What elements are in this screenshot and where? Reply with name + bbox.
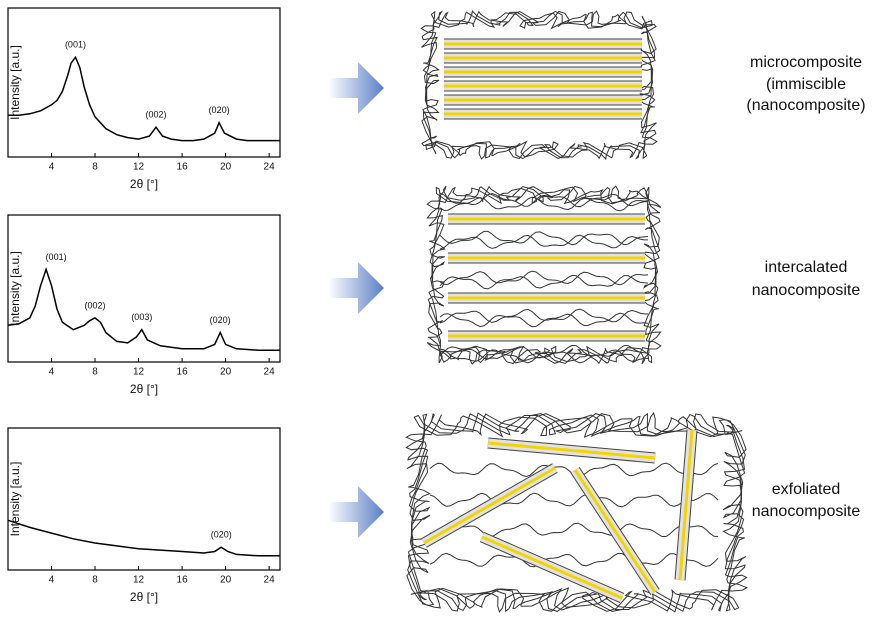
- structure-label: microcomposite: [750, 54, 862, 71]
- polymer-chain: [440, 275, 648, 289]
- peak-label: (020): [209, 105, 230, 115]
- x-tick-label: 20: [220, 367, 232, 378]
- x-tick-label: 12: [133, 367, 145, 378]
- x-tick-label: 4: [49, 367, 55, 378]
- peak-label: (001): [65, 40, 86, 50]
- x-tick-label: 24: [264, 162, 276, 173]
- x-tick-label: 16: [177, 575, 189, 586]
- peak-label: (002): [145, 110, 166, 120]
- structure-label: nanocomposite: [752, 282, 861, 299]
- structure-label: (immiscible: [766, 76, 846, 93]
- arrow: [328, 62, 384, 114]
- polymer-chain: [430, 523, 718, 537]
- arrows: [328, 62, 384, 538]
- xrd-curve: [8, 57, 280, 140]
- x-tick-label: 24: [264, 367, 276, 378]
- clay-layer-core: [575, 470, 655, 592]
- x-tick-label: 12: [133, 575, 145, 586]
- polymer-chain: [440, 193, 648, 207]
- x-tick-label: 12: [133, 162, 145, 173]
- plot-frame: [8, 215, 280, 362]
- structure-label: nanocomposite: [752, 503, 861, 520]
- polymer-chain: [430, 493, 718, 507]
- figure: 4 8 12 16 20 24 2θ [°] Intensity [a.u.] (001) (00…: [0, 0, 883, 618]
- polymer-chain: [440, 271, 648, 285]
- x-axis-label: 2θ [°]: [130, 382, 158, 396]
- x-tick-label: 8: [92, 575, 98, 586]
- x-tick-label: 8: [92, 162, 98, 173]
- x-tick-label: 16: [177, 367, 189, 378]
- y-axis-label: Intensity [a.u.]: [8, 251, 22, 326]
- polymer-chain: [440, 235, 648, 249]
- diagrams: [406, 11, 746, 612]
- arrow: [328, 262, 384, 314]
- peak-label: (002): [85, 300, 106, 310]
- peak-label: (020): [211, 530, 232, 540]
- x-tick-label: 16: [177, 162, 189, 173]
- x-tick-label: 20: [220, 162, 232, 173]
- arrow: [328, 486, 384, 538]
- peak-label: (001): [46, 252, 67, 262]
- x-tick-label: 8: [92, 367, 98, 378]
- peak-label: (020): [210, 315, 231, 325]
- x-axis-label: 2θ [°]: [130, 590, 158, 604]
- x-tick-label: 24: [264, 575, 276, 586]
- x-tick-label: 4: [49, 162, 55, 173]
- x-axis-label: 2θ [°]: [130, 177, 158, 191]
- peak-label: (003): [131, 312, 152, 322]
- plot-frame: [8, 8, 280, 157]
- y-axis-label: Intensity [a.u.]: [8, 45, 22, 120]
- xrd-curve: [8, 520, 280, 556]
- y-axis-label: Intensity [a.u.]: [8, 462, 22, 537]
- x-tick-label: 20: [220, 575, 232, 586]
- structure-label: (nanocomposite): [746, 97, 865, 114]
- xrd-curve: [8, 269, 280, 350]
- structure-label: intercalated: [765, 259, 848, 276]
- structure-label: exfoliated: [772, 481, 841, 498]
- polymer-chain: [430, 553, 718, 567]
- x-tick-label: 4: [49, 575, 55, 586]
